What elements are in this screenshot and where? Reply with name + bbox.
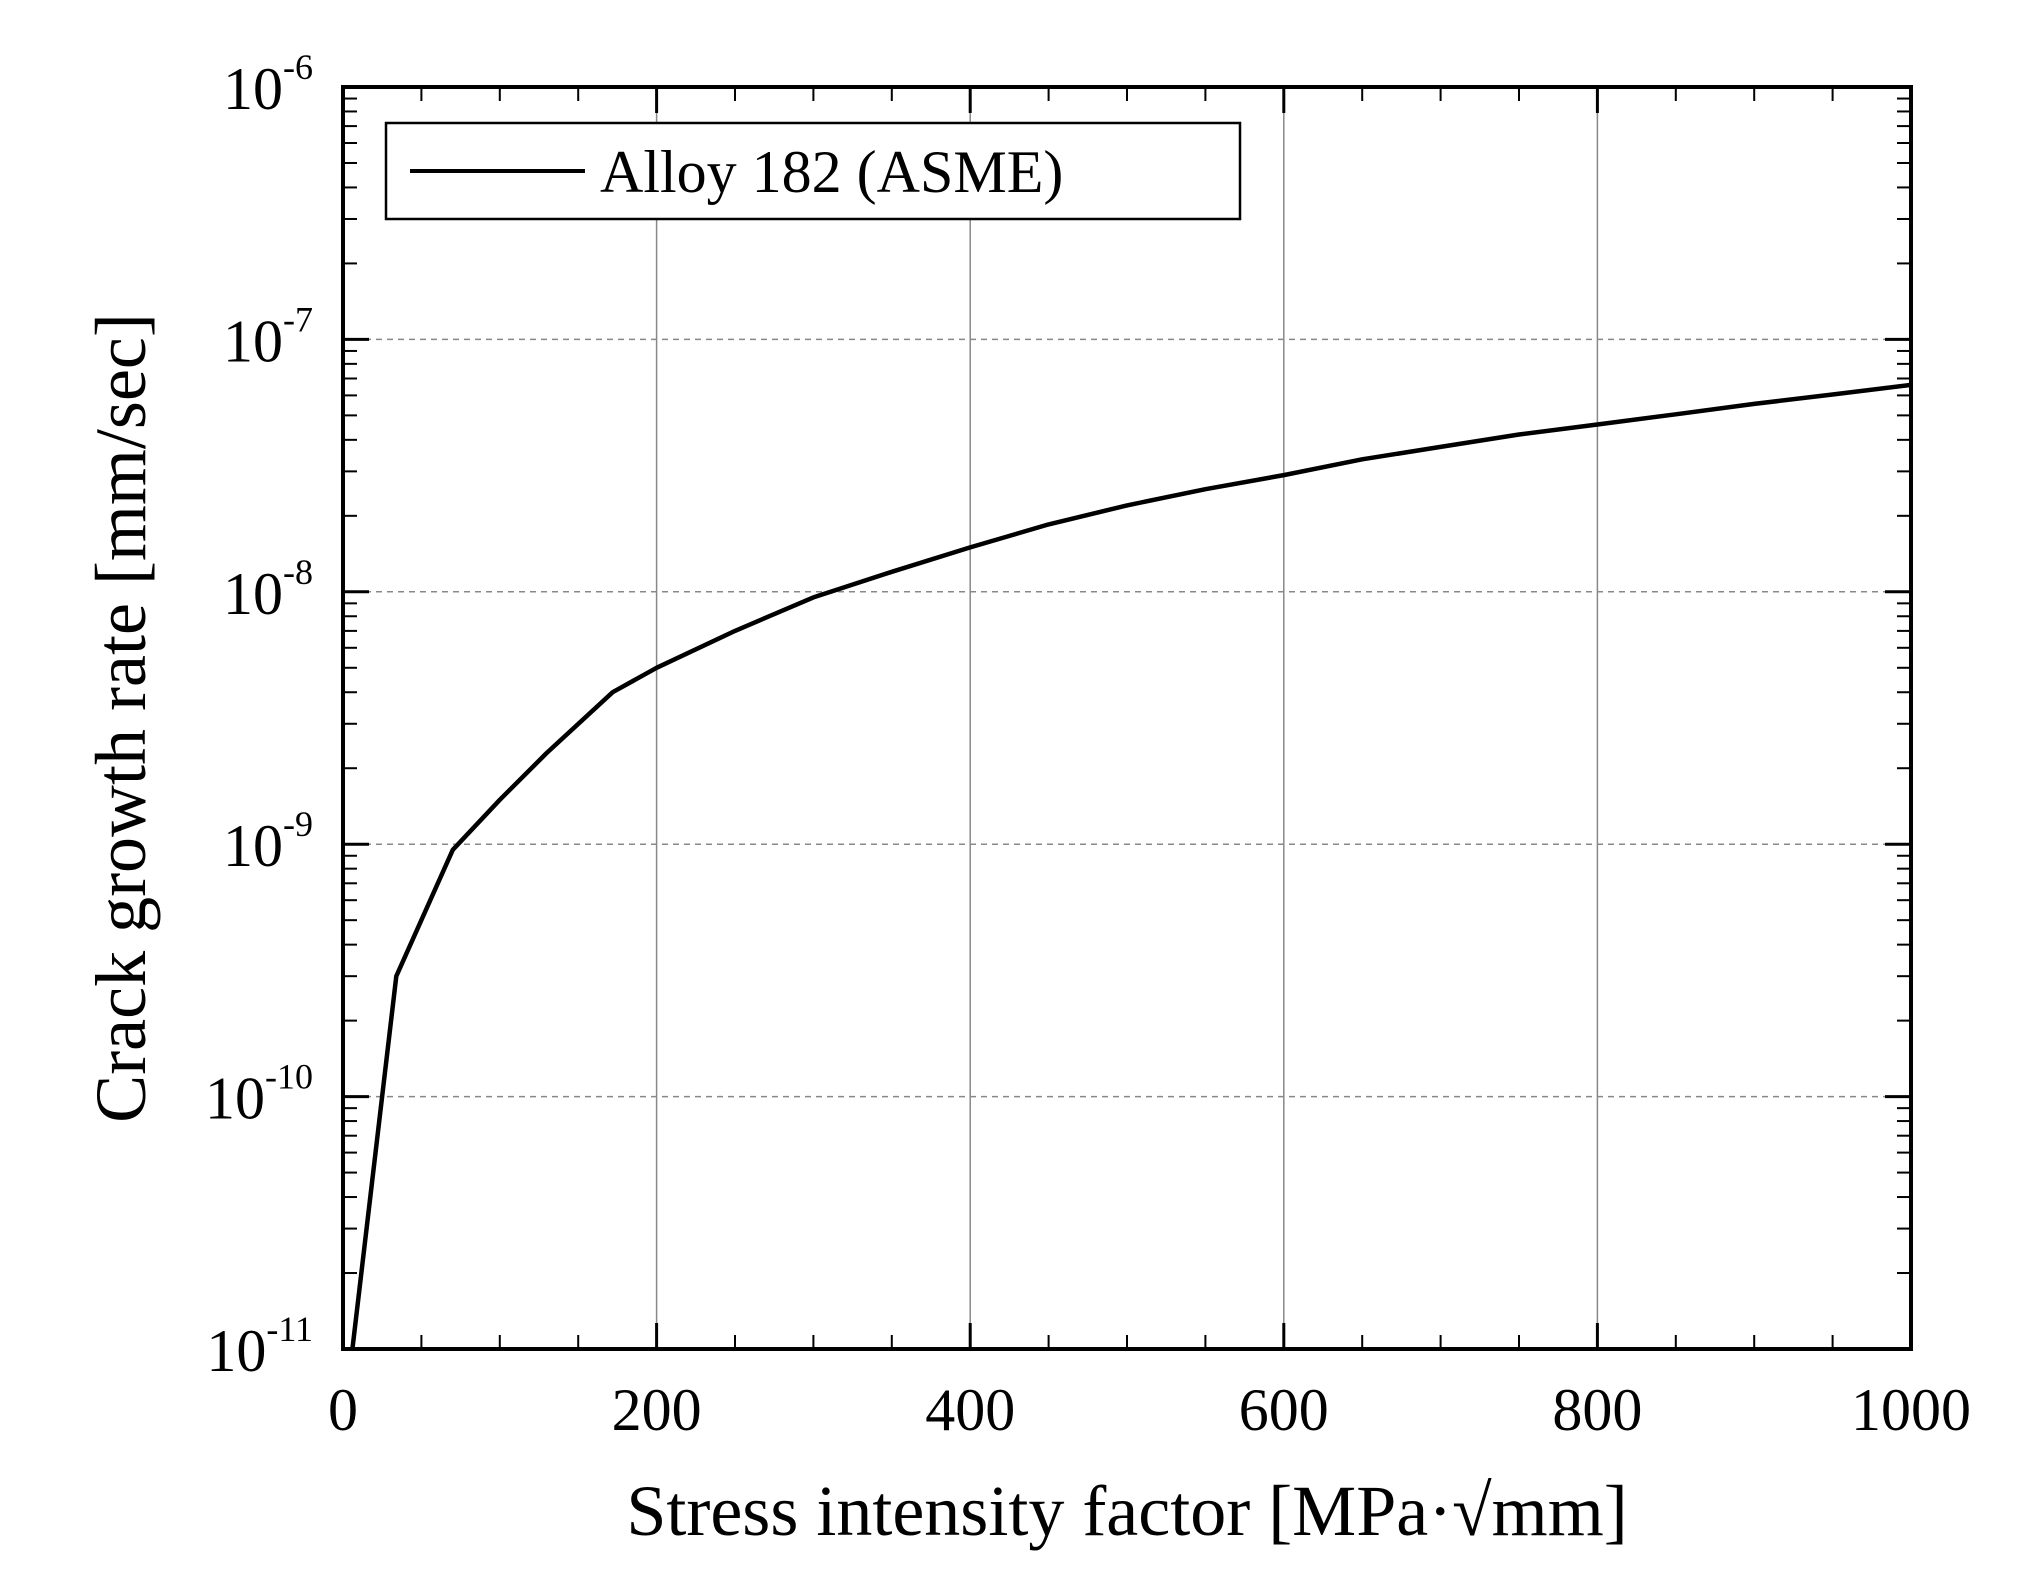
x-tick-label: 0 [328,1377,358,1443]
x-axis-title: Stress intensity factor [MPa·√mm] [626,1471,1627,1551]
minor-ticks [343,87,1911,1349]
x-tick-label: 1000 [1851,1377,1971,1443]
y-tick-label: 10-10 [205,1057,313,1132]
major-ticks [341,85,1913,1351]
y-tick-label: 10-6 [223,47,313,122]
x-tick-label: 800 [1552,1377,1642,1443]
plot-frame [341,85,1913,1351]
series-layer [350,382,1912,1350]
y-tick-labels: 10-11 10-10 10-9 10-8 10-7 10-6 [205,47,313,1384]
y-tick-label: 10-7 [223,299,313,374]
x-tick-labels: 0 200 400 600 800 1000 [328,1377,1971,1443]
legend: Alloy 182 (ASME) [384,121,1242,221]
y-tick-label: 10-8 [223,552,313,627]
grid-lines [343,87,1911,1349]
legend-label: Alloy 182 (ASME) [600,139,1063,205]
x-tick-label: 400 [925,1377,1015,1443]
series-line-alloy-182 [350,382,1912,1350]
x-tick-label: 200 [612,1377,702,1443]
y-axis-title: Crack growth rate [mm/sec] [81,313,161,1123]
y-tick-label: 10-9 [223,804,313,879]
y-tick-label: 10-11 [206,1309,313,1384]
x-tick-label: 600 [1239,1377,1329,1443]
